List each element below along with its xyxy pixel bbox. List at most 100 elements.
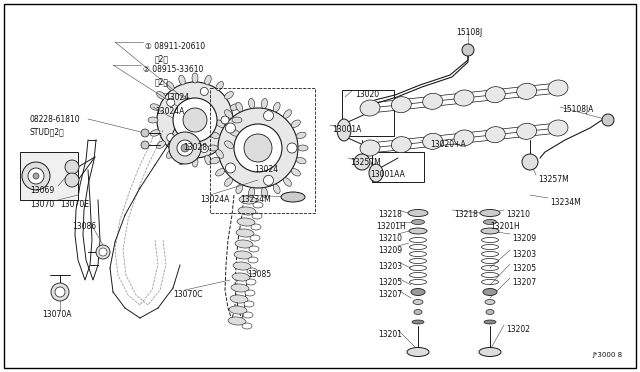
Text: 13020: 13020 bbox=[355, 90, 379, 99]
Ellipse shape bbox=[296, 157, 306, 164]
Circle shape bbox=[244, 134, 272, 162]
Text: 13207: 13207 bbox=[378, 290, 402, 299]
Ellipse shape bbox=[298, 145, 308, 151]
Text: 13205: 13205 bbox=[378, 278, 402, 287]
Ellipse shape bbox=[412, 320, 424, 324]
Text: 13209: 13209 bbox=[378, 246, 402, 255]
Circle shape bbox=[173, 98, 217, 142]
Text: 13218: 13218 bbox=[454, 210, 478, 219]
Text: ① 08911-20610: ① 08911-20610 bbox=[145, 42, 205, 51]
Ellipse shape bbox=[273, 184, 280, 194]
Ellipse shape bbox=[248, 257, 258, 263]
Ellipse shape bbox=[414, 310, 422, 314]
Circle shape bbox=[167, 134, 175, 142]
Ellipse shape bbox=[236, 102, 243, 112]
Ellipse shape bbox=[548, 80, 568, 96]
Circle shape bbox=[181, 144, 189, 152]
Text: 15108JA: 15108JA bbox=[562, 105, 593, 114]
Ellipse shape bbox=[284, 178, 291, 186]
Text: 13257M: 13257M bbox=[350, 158, 381, 167]
Ellipse shape bbox=[483, 219, 497, 224]
Ellipse shape bbox=[238, 207, 256, 215]
Circle shape bbox=[65, 173, 79, 187]
Ellipse shape bbox=[236, 184, 243, 194]
Ellipse shape bbox=[247, 268, 257, 274]
Ellipse shape bbox=[225, 92, 234, 99]
Circle shape bbox=[22, 162, 50, 190]
Text: 13209: 13209 bbox=[512, 234, 536, 243]
Ellipse shape bbox=[157, 141, 165, 148]
Ellipse shape bbox=[225, 110, 232, 118]
Ellipse shape bbox=[216, 120, 225, 127]
Ellipse shape bbox=[205, 155, 211, 165]
Text: 13001A: 13001A bbox=[332, 125, 362, 134]
Ellipse shape bbox=[391, 137, 412, 153]
Ellipse shape bbox=[245, 290, 255, 296]
Ellipse shape bbox=[296, 132, 306, 138]
Ellipse shape bbox=[413, 299, 423, 305]
Circle shape bbox=[141, 129, 149, 137]
Text: 15108J: 15108J bbox=[456, 28, 483, 37]
Text: 13024: 13024 bbox=[165, 93, 189, 102]
Circle shape bbox=[169, 132, 201, 164]
Text: 13020+A: 13020+A bbox=[430, 140, 466, 149]
Ellipse shape bbox=[480, 209, 500, 217]
Ellipse shape bbox=[407, 347, 429, 356]
Ellipse shape bbox=[150, 130, 160, 136]
Ellipse shape bbox=[234, 251, 252, 259]
Circle shape bbox=[51, 283, 69, 301]
Ellipse shape bbox=[242, 323, 252, 329]
Ellipse shape bbox=[479, 347, 501, 356]
Ellipse shape bbox=[281, 192, 305, 202]
Ellipse shape bbox=[250, 235, 260, 241]
Ellipse shape bbox=[225, 141, 234, 148]
Text: 13218: 13218 bbox=[378, 210, 402, 219]
Ellipse shape bbox=[409, 228, 427, 234]
Circle shape bbox=[264, 175, 273, 185]
Ellipse shape bbox=[483, 289, 497, 295]
Ellipse shape bbox=[230, 104, 240, 110]
Ellipse shape bbox=[192, 157, 198, 167]
Ellipse shape bbox=[148, 117, 158, 123]
Text: J*3000 8: J*3000 8 bbox=[592, 352, 622, 358]
Ellipse shape bbox=[422, 93, 443, 109]
Ellipse shape bbox=[261, 187, 268, 198]
Ellipse shape bbox=[166, 81, 174, 90]
Ellipse shape bbox=[485, 126, 506, 143]
Ellipse shape bbox=[248, 99, 255, 108]
Text: 13024: 13024 bbox=[254, 165, 278, 174]
Text: 13085: 13085 bbox=[247, 270, 271, 279]
Text: 13001AA: 13001AA bbox=[370, 170, 405, 179]
Text: 13202: 13202 bbox=[506, 325, 530, 334]
Text: 13201H: 13201H bbox=[490, 222, 520, 231]
Circle shape bbox=[602, 114, 614, 126]
Ellipse shape bbox=[548, 120, 568, 136]
Text: （2）: （2） bbox=[155, 54, 169, 63]
Text: 13070: 13070 bbox=[30, 200, 54, 209]
Ellipse shape bbox=[249, 246, 259, 252]
Circle shape bbox=[183, 108, 207, 132]
Ellipse shape bbox=[486, 310, 494, 314]
Circle shape bbox=[96, 245, 110, 259]
Ellipse shape bbox=[516, 123, 537, 140]
Circle shape bbox=[33, 173, 39, 179]
Circle shape bbox=[55, 287, 65, 297]
Ellipse shape bbox=[216, 150, 223, 158]
Text: （2）: （2） bbox=[155, 77, 169, 86]
Text: 13201H: 13201H bbox=[376, 222, 406, 231]
Bar bbox=[20, 152, 78, 200]
Text: 13234M: 13234M bbox=[240, 195, 271, 204]
Ellipse shape bbox=[360, 140, 380, 156]
Circle shape bbox=[28, 168, 44, 184]
Ellipse shape bbox=[454, 130, 474, 146]
Ellipse shape bbox=[412, 219, 424, 224]
Ellipse shape bbox=[484, 320, 496, 324]
Ellipse shape bbox=[411, 289, 425, 295]
Circle shape bbox=[157, 82, 233, 158]
Bar bbox=[342, 90, 394, 136]
Text: 13086: 13086 bbox=[72, 222, 96, 231]
Ellipse shape bbox=[232, 117, 242, 123]
Text: ② 08915-33610: ② 08915-33610 bbox=[143, 65, 204, 74]
Ellipse shape bbox=[232, 273, 250, 281]
Text: 13257M: 13257M bbox=[538, 175, 569, 184]
